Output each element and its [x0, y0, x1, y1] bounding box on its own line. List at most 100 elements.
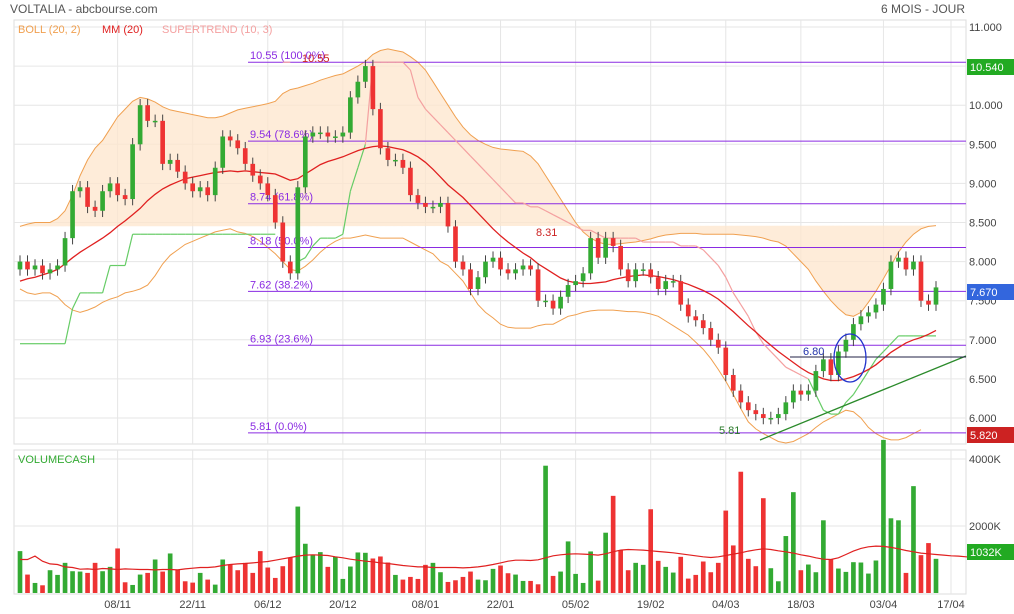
- candle-body-28: [227, 136, 233, 141]
- candle-body-90: [693, 316, 699, 321]
- candle-body-50: [393, 159, 398, 162]
- last-price-badge-bg: [967, 59, 1014, 75]
- date-tick-4: 08/01: [412, 599, 440, 611]
- support-trendline: [759, 355, 967, 441]
- volume-bar-43: [340, 578, 346, 593]
- candle-body-3: [40, 265, 45, 274]
- supertrend-segment-59: [455, 139, 464, 149]
- supertrend-segment-73: [560, 218, 569, 224]
- volume-bar-60: [468, 571, 473, 593]
- volume-bar-73: [565, 541, 571, 593]
- volume-bar-120: [918, 555, 924, 593]
- supertrend-segment-115: [875, 351, 884, 360]
- legend-boll: BOLL (20, 2): [18, 24, 81, 36]
- supertrend-segment-101: [770, 351, 779, 360]
- volume-bar-87: [670, 572, 676, 593]
- candle-body-43: [340, 132, 346, 137]
- candle-body-100: [768, 418, 774, 420]
- supertrend-segment-116: [883, 343, 892, 352]
- volume-bar-33: [265, 567, 271, 593]
- supertrend-segment-95: [725, 276, 734, 294]
- candle-body-14: [122, 195, 128, 200]
- candle-body-111: [851, 324, 856, 340]
- fib-label-5: 6.93 (23.6%): [250, 333, 313, 345]
- volume-bar-10: [92, 562, 98, 593]
- supertrend-segment-88: [672, 241, 681, 247]
- volume-bar-68: [528, 580, 533, 593]
- candle-body-88: [678, 281, 684, 305]
- low-price-badge: 5.820: [967, 427, 1014, 443]
- volume-bar-62: [483, 580, 488, 593]
- volume-bar-25: [205, 579, 211, 593]
- supertrend-segment-61: [470, 155, 479, 165]
- supertrend-segment-43: [335, 233, 344, 239]
- volume-bar-98: [753, 566, 759, 593]
- candle-body-16: [137, 105, 143, 145]
- candle-body-69: [535, 269, 541, 301]
- price-tick-0: 11.000: [969, 22, 1002, 34]
- supertrend-segment-66: [507, 194, 516, 204]
- mm20-path: [19, 145, 937, 382]
- last-price-badge-text: 10.540: [970, 62, 1004, 74]
- candle-body-41: [325, 132, 331, 137]
- volume-bar-82: [633, 562, 638, 593]
- volume-bar-115: [881, 439, 886, 593]
- volume-bar-7: [70, 571, 75, 593]
- candle-body-53: [415, 195, 421, 203]
- candle-body-21: [175, 159, 180, 172]
- volume-bar-28: [227, 564, 233, 593]
- volume-bar-27: [220, 559, 226, 593]
- volume-bar-92: [708, 572, 714, 593]
- volume-bar-24: [197, 572, 203, 593]
- volume-bar-13: [115, 548, 120, 593]
- supertrend-segment-62: [477, 163, 486, 173]
- date-tick-11: 17/04: [937, 599, 965, 611]
- candle-body-65: [505, 269, 511, 274]
- candle-body-47: [370, 66, 376, 110]
- volume-bar-76: [588, 551, 593, 593]
- supertrend-segment-45: [349, 167, 359, 192]
- volume-bar-57: [445, 581, 451, 593]
- candle-body-89: [685, 304, 691, 317]
- supertrend-segment-77: [590, 229, 599, 235]
- date-tick-1: 22/11: [179, 599, 206, 611]
- date-tick-8: 04/03: [712, 599, 740, 611]
- candle-body-78: [603, 238, 608, 258]
- volume-badge-text: 1032K: [970, 547, 1002, 559]
- candlesticks: [17, 59, 939, 425]
- date-tick-5: 22/01: [487, 599, 515, 611]
- supertrend-segment-72: [552, 214, 561, 220]
- supertrend-segment-93: [710, 257, 719, 266]
- volume-bar-67: [520, 580, 526, 593]
- candle-body-81: [625, 269, 631, 282]
- low-price-badge-bg: [967, 427, 1014, 443]
- supertrend-segment-8: [72, 292, 81, 309]
- legend-mm: MM (20): [102, 24, 143, 36]
- fib-label-0: 10.55 (100.0%): [250, 50, 325, 62]
- supertrend-segment-57: [440, 124, 449, 133]
- candle-body-97: [745, 402, 751, 411]
- date-tick-7: 19/02: [637, 599, 665, 611]
- volume-bar-19: [160, 571, 165, 593]
- supertrend-segment-56: [432, 116, 441, 126]
- candle-body-35: [280, 222, 286, 262]
- candle-body-17: [145, 105, 150, 121]
- volume-bar-66: [513, 574, 518, 593]
- volume-bar-119: [911, 486, 916, 593]
- candle-body-36: [287, 261, 293, 274]
- period-label: 6 MOIS - JOUR: [881, 2, 965, 16]
- candle-body-63: [490, 257, 496, 262]
- volume-bar-64: [498, 565, 503, 593]
- candle-body-87: [670, 281, 676, 283]
- supertrend-line: [20, 61, 936, 415]
- volume-bar-78: [603, 532, 608, 593]
- candle-body-57: [445, 202, 451, 227]
- candle-body-115: [881, 288, 886, 305]
- volume-bar-29: [235, 570, 241, 593]
- candle-body-25: [205, 187, 211, 196]
- volume-bar-1: [25, 574, 30, 593]
- volume-bar-5: [55, 574, 60, 593]
- candle-body-107: [821, 359, 826, 372]
- supertrend-segment-52: [402, 61, 411, 71]
- candle-body-5: [55, 265, 60, 270]
